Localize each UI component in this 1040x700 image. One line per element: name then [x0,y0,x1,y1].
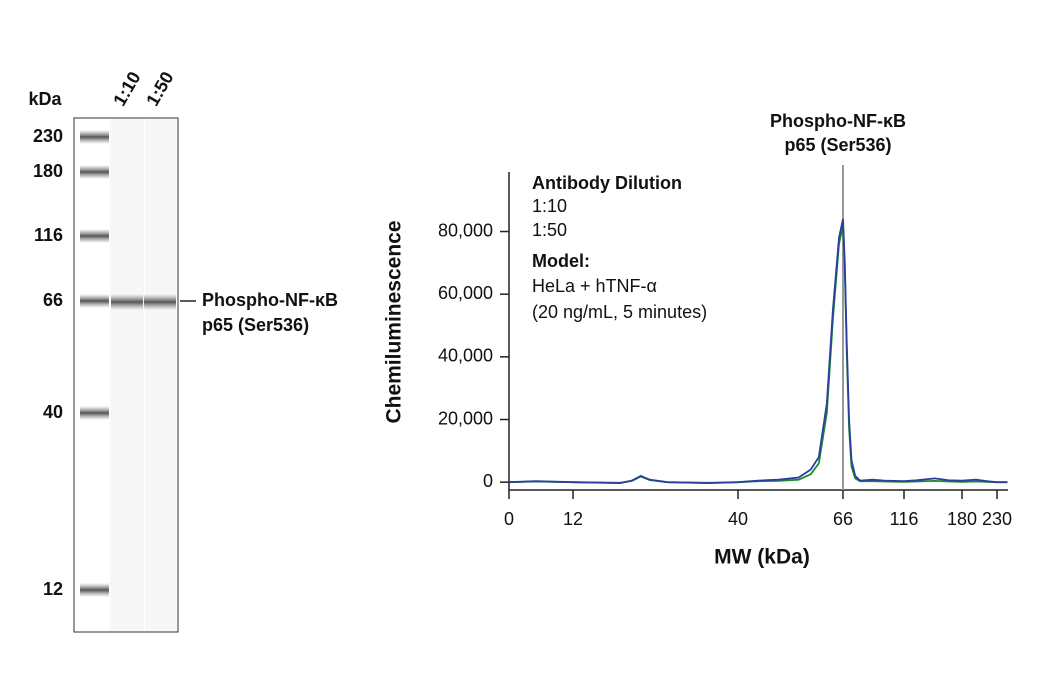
y-tick-label: 80,000 [438,220,493,240]
y-tick-label: 40,000 [438,346,493,366]
x-tick-label: 116 [890,509,919,529]
annotation: (20 ng/mL, 5 minutes) [532,302,707,322]
ladder-band [80,229,109,243]
ladder-band [80,406,109,420]
marker-label: 180 [33,161,63,181]
reference-label: Phospho-NF-κB [770,111,906,131]
marker-label: 40 [43,402,63,422]
ladder-band [80,165,109,179]
sample-band [144,294,176,310]
y-tick-label: 0 [483,471,493,491]
ladder-band [80,583,109,597]
x-tick-label: 12 [563,509,583,529]
x-tick-label: 180 [947,509,977,529]
blot-unit: kDa [28,89,62,109]
x-tick-label: 230 [982,509,1012,529]
y-tick-label: 60,000 [438,283,493,303]
band-label: p65 (Ser536) [202,315,309,335]
x-tick-label: 66 [833,509,853,529]
annotation: Model: [532,251,590,271]
reference-label: p65 (Ser536) [784,135,891,155]
legend-entry: 1:50 [532,220,567,240]
ladder-band [80,130,109,144]
x-tick-label: 40 [728,509,748,529]
sample-band [111,294,143,310]
x-tick-label: 0 [504,509,514,529]
ladder-band [80,294,109,308]
legend-entry: 1:10 [532,196,567,216]
lane-label: 1:50 [142,68,177,109]
marker-label: 12 [43,579,63,599]
lane-label: 1:10 [109,68,144,109]
legend-title: Antibody Dilution [532,173,682,193]
lane [145,119,177,631]
y-axis-title: Chemiluminescence [383,220,406,423]
x-axis-title: MW (kDa) [714,546,810,569]
y-tick-label: 20,000 [438,408,493,428]
marker-label: 66 [43,290,63,310]
band-label: Phospho-NF-κB [202,290,338,310]
marker-label: 116 [34,225,63,245]
annotation: HeLa + hTNF-α [532,276,657,296]
lane [110,119,144,631]
series-line [508,218,1008,485]
marker-label: 230 [33,126,63,146]
